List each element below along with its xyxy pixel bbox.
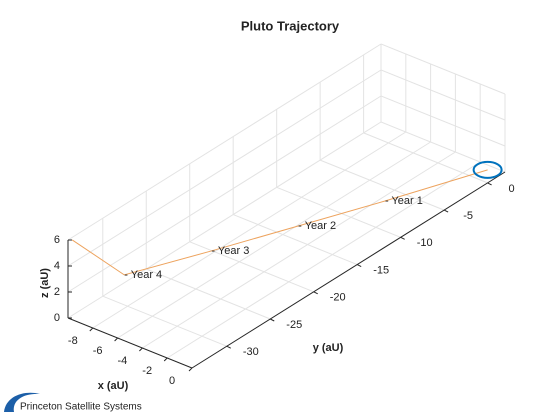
logo-swoosh — [4, 392, 40, 412]
z-tick-label: 6 — [54, 234, 60, 246]
grid-line — [142, 151, 456, 349]
grid-line — [233, 214, 358, 266]
y-tick — [313, 291, 318, 295]
y-tick-label: 0 — [509, 183, 515, 195]
y-axis-label: y (aU) — [313, 342, 344, 354]
z-tick-label: 0 — [54, 312, 60, 324]
point-label: - Year 3 — [211, 245, 249, 257]
y-tick-label: -20 — [330, 292, 346, 304]
grid-line — [67, 95, 382, 293]
grid-line — [276, 186, 401, 238]
y-tick — [400, 236, 405, 240]
x-tick — [139, 347, 143, 352]
grid-line — [67, 69, 382, 267]
logo-text: Princeton Satellite Systems — [20, 402, 142, 413]
y-tick — [356, 264, 362, 268]
y-tick — [443, 209, 449, 213]
z-axis-label: z (aU) — [39, 268, 51, 298]
grid-line — [92, 131, 407, 329]
x-tick-label: 0 — [169, 375, 175, 387]
grid-line — [117, 141, 431, 339]
point-label: - Year 2 — [298, 220, 336, 232]
grid-line — [319, 159, 445, 211]
grid-line — [166, 161, 481, 359]
chart-title: Pluto Trajectory — [241, 18, 340, 33]
point-label: - Year 1 — [385, 195, 423, 207]
x-tick-label: -8 — [68, 335, 78, 347]
grid-line — [102, 295, 227, 347]
y-tick — [487, 182, 492, 186]
grid-line — [380, 69, 506, 121]
logo: Princeton Satellite Systems — [4, 392, 142, 413]
y-tick — [270, 318, 275, 322]
z-tick-label: 4 — [54, 260, 60, 272]
grid-line — [146, 268, 271, 320]
x-tick — [188, 367, 193, 372]
x-tick-label: -2 — [142, 365, 152, 377]
y-tick — [226, 345, 232, 349]
x-tick-label: -4 — [118, 355, 128, 367]
point-label: - Year 4 — [124, 269, 162, 281]
grid-line — [189, 241, 314, 293]
grid-line — [380, 95, 506, 147]
grid-line — [380, 121, 506, 173]
grid-line — [67, 43, 382, 241]
z-tick-label: 2 — [54, 286, 60, 298]
x-tick-label: -6 — [93, 345, 103, 357]
y-axis-line — [191, 171, 506, 369]
x-tick — [89, 327, 94, 332]
y-tick-label: -25 — [286, 319, 302, 331]
grid-line — [380, 43, 506, 95]
grid-line — [363, 132, 488, 184]
y-tick-label: -5 — [463, 210, 473, 222]
start-marker — [472, 160, 503, 179]
x-tick — [114, 337, 118, 342]
x-axis-label: x (aU) — [98, 380, 129, 392]
trajectory — [71, 169, 488, 276]
y-tick-label: -15 — [373, 264, 389, 276]
y-tick-label: -10 — [417, 237, 433, 249]
grid-line — [67, 121, 382, 319]
y-tick-label: -30 — [243, 346, 259, 358]
x-axis-line — [67, 317, 193, 369]
x-tick — [163, 357, 168, 362]
